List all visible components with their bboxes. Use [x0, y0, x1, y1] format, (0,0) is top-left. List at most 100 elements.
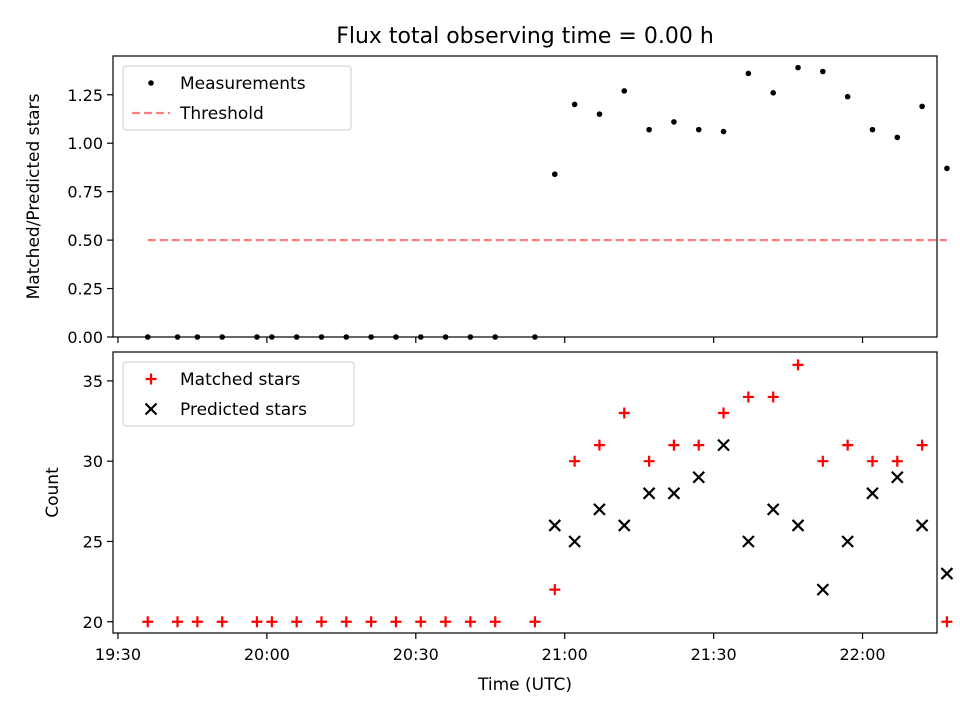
data-point	[841, 535, 854, 548]
data-point	[390, 616, 402, 628]
data-point	[596, 111, 603, 117]
data-point	[891, 470, 904, 484]
data-point	[844, 93, 851, 100]
data-point	[643, 455, 655, 467]
legend: Matched stars Predicted stars	[122, 361, 355, 427]
data-point	[617, 519, 631, 532]
y-tick-label: 30	[83, 452, 103, 471]
data-point	[792, 359, 804, 371]
top-panel: 0.00 0.25 0.50 0.75 1.00 1.25 Matched/Predicte…	[24, 55, 950, 347]
legend-label: Matched stars	[180, 370, 300, 390]
data-point	[621, 88, 628, 94]
data-point	[569, 455, 581, 467]
data-point	[866, 455, 878, 467]
data-point	[415, 616, 427, 628]
data-point	[464, 616, 476, 628]
data-point	[568, 535, 581, 548]
legend-marker	[145, 373, 157, 385]
data-point	[770, 90, 776, 96]
y-tick-label: 35	[83, 372, 103, 391]
bottom-panel: 20 25 30 35 19:30 20:00 20:30 21:00 21:30 22:00 Co…	[43, 351, 954, 664]
series-matched-stars	[142, 359, 953, 628]
data-point	[816, 583, 830, 596]
y-axis-label: Matched/Predicted stars	[24, 93, 44, 299]
data-point	[766, 503, 780, 516]
data-point	[919, 103, 925, 110]
data-point	[291, 616, 303, 628]
data-point	[642, 487, 656, 500]
y-tick-label: 25	[83, 532, 103, 551]
x-tick-label: 22:00	[839, 645, 885, 664]
data-point	[720, 128, 727, 135]
data-point	[191, 616, 203, 628]
y-tick-label: 0.00	[67, 328, 103, 347]
data-point	[548, 519, 562, 532]
data-point	[172, 616, 184, 628]
data-point	[340, 616, 352, 628]
chart-title: Flux total observing time = 0.00 h	[336, 24, 714, 49]
x-tick-label: 21:30	[691, 645, 737, 664]
data-point	[795, 64, 801, 71]
x-tick-label: 20:00	[244, 645, 290, 664]
data-point	[142, 616, 154, 628]
data-point	[767, 391, 779, 403]
data-point	[940, 567, 954, 580]
data-point	[618, 407, 630, 419]
data-point	[551, 171, 558, 178]
y-tick-label: 0.75	[67, 183, 103, 202]
data-point	[718, 407, 730, 419]
data-point	[817, 455, 829, 467]
y-tick-label: 1.00	[67, 134, 103, 153]
legend-label: Predicted stars	[180, 400, 307, 420]
data-point	[916, 439, 928, 451]
legend-label: Threshold	[179, 104, 264, 124]
data-point	[866, 487, 879, 500]
x-tick-label: 20:30	[393, 645, 439, 664]
y-axis-label: Count	[43, 467, 63, 518]
data-point	[671, 119, 677, 125]
legend: Measurements Threshold	[122, 65, 352, 131]
legend-box	[122, 361, 355, 427]
data-point	[692, 470, 706, 484]
data-point	[944, 165, 950, 172]
y-tick-label: 0.25	[67, 280, 103, 299]
data-point	[489, 616, 501, 628]
axes-frame	[112, 55, 938, 338]
legend-box	[122, 65, 352, 131]
data-point	[668, 439, 680, 451]
legend-marker	[144, 402, 158, 416]
x-axis-label: Time (UTC)	[477, 675, 572, 695]
data-point	[820, 68, 826, 75]
data-point	[440, 616, 452, 628]
y-tick-label: 20	[83, 613, 103, 632]
data-point	[251, 616, 263, 628]
data-point	[646, 126, 652, 133]
y-tick-label: 0.50	[67, 231, 103, 250]
axes-frame	[112, 351, 938, 634]
data-point	[695, 126, 702, 133]
data-point	[869, 126, 876, 133]
x-tick-label: 21:00	[542, 645, 588, 664]
data-point	[717, 438, 730, 452]
data-point	[365, 616, 377, 628]
data-point	[216, 616, 228, 628]
series-predicted-stars	[548, 438, 954, 596]
data-point	[571, 101, 578, 108]
data-point	[842, 439, 854, 451]
data-point	[266, 616, 278, 628]
legend-marker	[148, 80, 154, 86]
data-point	[315, 616, 327, 628]
legend-label: Measurements	[180, 74, 306, 94]
data-point	[549, 584, 561, 596]
data-point	[915, 519, 929, 532]
data-point	[593, 503, 606, 516]
data-point	[791, 519, 805, 532]
data-point	[529, 616, 541, 628]
data-point	[693, 439, 705, 451]
data-point	[742, 391, 754, 403]
data-point	[891, 455, 903, 467]
data-point	[941, 616, 953, 628]
x-tick-label: 19:30	[95, 645, 141, 664]
data-point	[667, 487, 681, 500]
